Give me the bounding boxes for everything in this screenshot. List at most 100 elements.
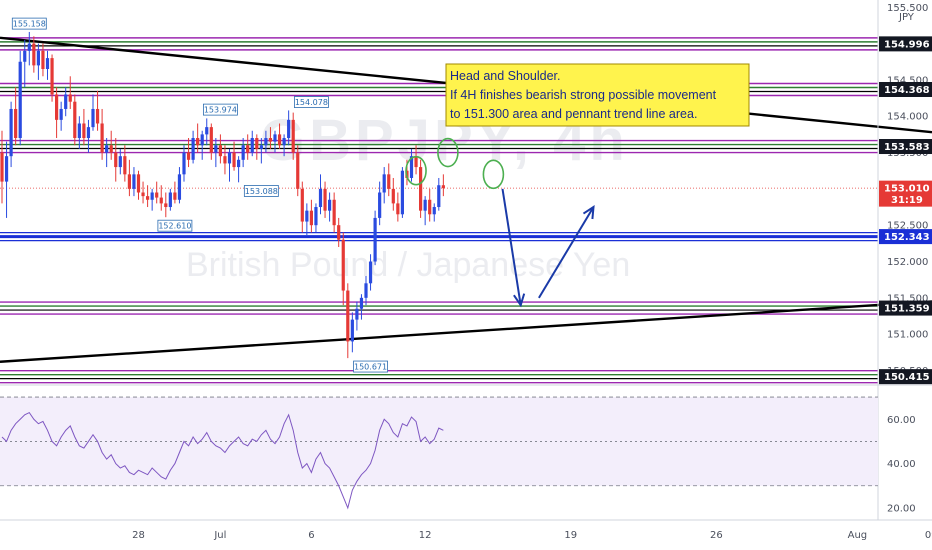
candle bbox=[419, 159, 423, 218]
candle bbox=[82, 108, 86, 146]
candle-body bbox=[182, 152, 186, 175]
price-label-text: 153.010 bbox=[884, 184, 930, 195]
high-low-label-box bbox=[293, 96, 329, 108]
time-tick-label: 28 bbox=[132, 530, 145, 541]
price-label-text: 152.343 bbox=[884, 232, 930, 243]
candle bbox=[100, 108, 104, 160]
candle bbox=[132, 167, 136, 197]
candle-body bbox=[168, 192, 172, 208]
time-tick-label: 12 bbox=[419, 530, 432, 541]
candle bbox=[328, 192, 332, 222]
candle bbox=[341, 232, 345, 306]
candle-body bbox=[150, 192, 154, 200]
candle bbox=[91, 94, 95, 131]
candle bbox=[305, 203, 309, 237]
price-label-text: 151.359 bbox=[884, 304, 930, 315]
candle bbox=[64, 87, 68, 117]
candle bbox=[437, 177, 441, 211]
candle bbox=[168, 188, 172, 211]
pattern-circle bbox=[437, 137, 459, 168]
projection-arrow bbox=[501, 188, 522, 306]
price-label-text: 153.583 bbox=[884, 142, 930, 153]
price-label-text: 154.996 bbox=[884, 39, 930, 50]
candle bbox=[191, 130, 195, 164]
price-tick-label: 152.000 bbox=[887, 257, 928, 268]
candle-body bbox=[23, 50, 27, 62]
candle-body bbox=[223, 156, 227, 164]
candle bbox=[323, 181, 327, 218]
candle bbox=[186, 138, 191, 168]
candle bbox=[45, 50, 50, 80]
candle bbox=[86, 119, 91, 153]
candle bbox=[287, 110, 291, 146]
candle-body bbox=[32, 43, 36, 66]
annotation-note[interactable]: Head and Shoulder. If 4H finishes bearis… bbox=[445, 63, 750, 127]
candle bbox=[355, 301, 359, 331]
candle-body bbox=[364, 283, 368, 298]
candle-body bbox=[419, 167, 423, 211]
candle bbox=[300, 181, 304, 233]
candle bbox=[55, 87, 59, 139]
candle bbox=[32, 36, 36, 73]
watermark-name: British Pound / Japanese Yen bbox=[186, 246, 630, 284]
candle-body bbox=[273, 134, 277, 142]
candle-body bbox=[55, 94, 59, 120]
high-low-label: 153.088 bbox=[243, 185, 279, 197]
high-low-label: 152.610 bbox=[157, 219, 193, 232]
price-label-box bbox=[879, 180, 932, 207]
candle-body bbox=[105, 145, 109, 153]
high-low-label: 150.671 bbox=[353, 360, 388, 373]
price-label: 154.996 bbox=[879, 36, 932, 52]
candle-body bbox=[132, 174, 136, 189]
candle bbox=[255, 134, 259, 160]
candle bbox=[232, 141, 236, 171]
candle bbox=[227, 148, 232, 182]
candle-body bbox=[350, 319, 354, 342]
pattern-circle bbox=[482, 159, 505, 190]
candle bbox=[318, 174, 323, 215]
high-low-labels: 155.158 153.974 154.078 153.088 152.610 150.6… bbox=[11, 17, 388, 373]
candle-body bbox=[291, 119, 295, 153]
high-low-label-box bbox=[243, 185, 279, 197]
high-low-label-box bbox=[11, 17, 47, 30]
candle bbox=[68, 76, 72, 109]
candle bbox=[209, 123, 213, 160]
candle bbox=[127, 159, 131, 197]
candle bbox=[141, 181, 145, 204]
price-tick-label: 155.500 bbox=[887, 3, 928, 14]
candle-body bbox=[86, 127, 91, 139]
candle bbox=[173, 181, 177, 204]
candle-body bbox=[318, 188, 323, 208]
candle-body bbox=[277, 134, 282, 146]
candle-body bbox=[114, 152, 118, 168]
candle-body bbox=[14, 108, 18, 139]
currency-label: JPY bbox=[898, 12, 915, 23]
candle-body bbox=[309, 210, 313, 226]
candle bbox=[223, 145, 227, 175]
candle bbox=[109, 130, 113, 160]
time-axis[interactable]: 28 Jul 6 12 19 26 Aug 09:00 bbox=[132, 530, 932, 541]
candle-body bbox=[45, 58, 50, 70]
rsi-axis[interactable]: 60.00 40.00 20.00 bbox=[887, 415, 916, 515]
candle bbox=[155, 181, 159, 204]
price-label: 152.343 bbox=[879, 229, 932, 245]
candle-body bbox=[227, 152, 232, 164]
candle-body bbox=[259, 145, 263, 149]
candle bbox=[41, 43, 45, 77]
candle bbox=[359, 294, 364, 320]
candle bbox=[364, 276, 368, 306]
candle bbox=[382, 167, 386, 204]
candle bbox=[50, 54, 54, 102]
candle-body bbox=[305, 210, 309, 222]
candle bbox=[177, 167, 182, 204]
candle bbox=[18, 50, 22, 146]
candle-body bbox=[9, 108, 13, 157]
candle bbox=[378, 181, 382, 226]
candle-body bbox=[437, 185, 441, 208]
candle-body bbox=[264, 138, 268, 146]
candle-body bbox=[191, 138, 195, 160]
high-low-label: 154.078 bbox=[293, 96, 329, 108]
candles bbox=[0, 31, 445, 359]
